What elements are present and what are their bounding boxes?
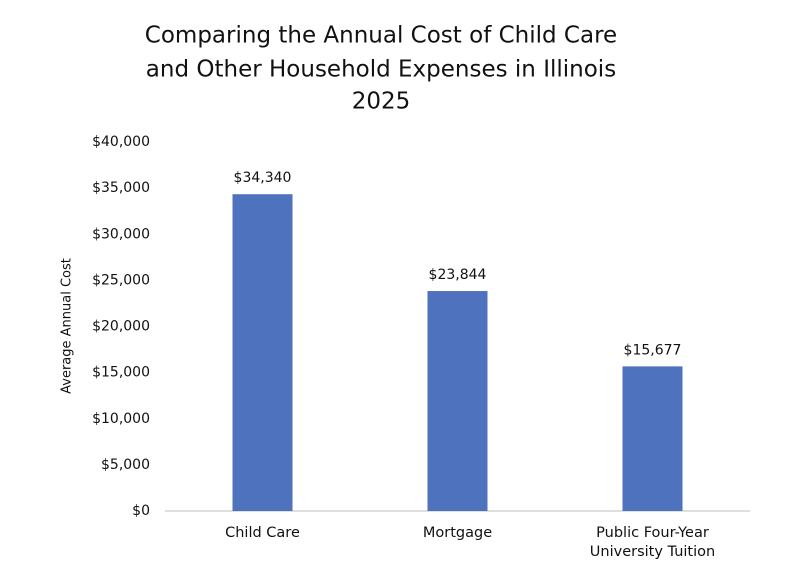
value-label: $15,677 — [624, 342, 682, 358]
y-axis-label: Average Annual Cost — [60, 258, 75, 394]
bar — [622, 366, 683, 511]
bar — [427, 291, 488, 511]
x-tick-label: Child Care — [225, 525, 300, 541]
y-tick-label: $35,000 — [92, 180, 150, 196]
y-tick-label: $25,000 — [92, 272, 150, 288]
chart-title: Comparing the Annual Cost of Child Care — [145, 23, 617, 49]
chart-title: and Other Household Expenses in Illinois — [146, 57, 616, 83]
y-tick-label: $20,000 — [92, 319, 150, 335]
value-label: $34,340 — [234, 170, 292, 186]
bar — [232, 194, 293, 511]
y-tick-label: $40,000 — [92, 134, 150, 150]
x-tick-label: Mortgage — [422, 525, 493, 541]
y-tick-label: $5,000 — [101, 457, 150, 473]
y-tick-label: $10,000 — [92, 411, 150, 427]
chart-title: 2025 — [352, 89, 411, 115]
value-label: $23,844 — [429, 267, 487, 283]
y-tick-label: $0 — [132, 503, 150, 519]
y-tick-label: $30,000 — [92, 226, 150, 242]
x-tick-label: Public Four-Year University Tuition — [589, 525, 716, 560]
y-tick-label: $15,000 — [92, 365, 150, 381]
